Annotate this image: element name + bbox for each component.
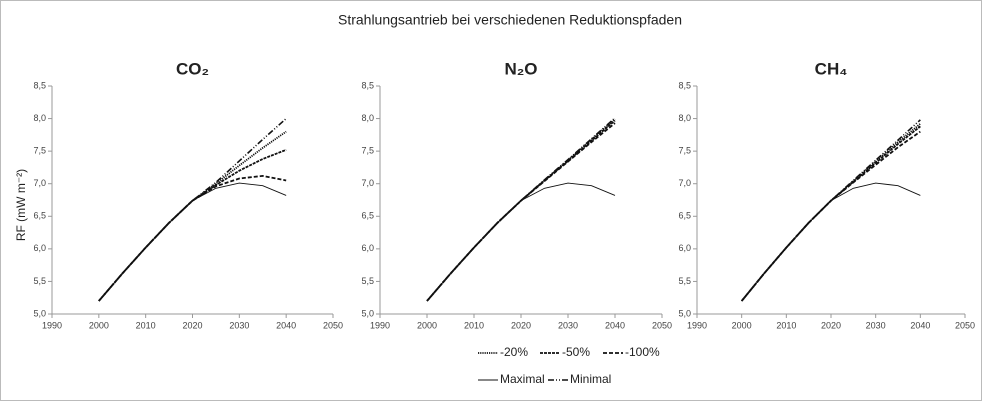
y-tick-label: 8,0 [678, 113, 691, 123]
y-tick-label: 8,5 [678, 80, 691, 90]
series-line [426, 122, 616, 302]
x-tick-label: 2030 [558, 320, 578, 330]
y-tick-label: 5,5 [33, 276, 46, 286]
x-tick-label: 2050 [652, 320, 672, 330]
x-tick-label: 2030 [229, 320, 249, 330]
y-tick-label: 7,5 [678, 146, 691, 156]
figure-title: Strahlungsantrieb bei verschiedenen Redu… [338, 12, 682, 28]
panel-title: N₂O [504, 59, 537, 78]
x-tick-label: 2010 [776, 320, 796, 330]
y-tick-label: 7,0 [361, 178, 374, 188]
y-tick-label: 5,5 [678, 276, 691, 286]
x-tick-label: 2020 [182, 320, 202, 330]
y-tick-label: 8,0 [33, 113, 46, 123]
y-tick-label: 8,0 [361, 113, 374, 123]
series-line [741, 119, 921, 302]
x-tick-label: 2030 [866, 320, 886, 330]
x-tick-label: 2040 [276, 320, 296, 330]
y-tick-label: 5,0 [361, 308, 374, 318]
y-tick-label: 6,5 [33, 211, 46, 221]
y-tick-label: 5,0 [678, 308, 691, 318]
y-tick-label: 6,0 [33, 243, 46, 253]
legend-label: -100% [625, 345, 660, 359]
x-tick-label: 2040 [910, 320, 930, 330]
x-tick-label: 2010 [136, 320, 156, 330]
x-tick-label: 1990 [687, 320, 707, 330]
y-tick-label: 8,5 [361, 80, 374, 90]
y-tick-label: 7,0 [678, 178, 691, 188]
y-tick-label: 6,5 [678, 211, 691, 221]
y-tick-label: 7,5 [33, 146, 46, 156]
y-tick-label: 7,5 [361, 146, 374, 156]
y-tick-label: 5,0 [33, 308, 46, 318]
x-tick-label: 2040 [605, 320, 625, 330]
legend-label: Maximal [500, 372, 545, 386]
x-tick-label: 2000 [732, 320, 752, 330]
x-tick-label: 1990 [370, 320, 390, 330]
y-tick-label: 5,5 [361, 276, 374, 286]
x-tick-label: 2020 [821, 320, 841, 330]
x-tick-label: 2000 [89, 320, 109, 330]
x-tick-label: 2010 [464, 320, 484, 330]
y-tick-label: 7,0 [33, 178, 46, 188]
panel-title: CH₄ [815, 59, 848, 78]
series-line [98, 117, 287, 302]
legend-label: -50% [562, 345, 590, 359]
series-line [426, 117, 616, 302]
y-axis-label: RF (mW m⁻²) [14, 169, 28, 241]
x-tick-label: 2000 [417, 320, 437, 330]
legend-label: Minimal [570, 372, 611, 386]
y-tick-label: 8,5 [33, 80, 46, 90]
y-tick-label: 6,0 [678, 243, 691, 253]
panel-title: CO₂ [176, 59, 209, 78]
x-tick-label: 2020 [511, 320, 531, 330]
x-tick-label: 2050 [955, 320, 975, 330]
y-tick-label: 6,5 [361, 211, 374, 221]
legend-label: -20% [500, 345, 528, 359]
y-tick-label: 6,0 [361, 243, 374, 253]
x-tick-label: 1990 [42, 320, 62, 330]
series-line [98, 174, 287, 302]
x-tick-label: 2050 [323, 320, 343, 330]
